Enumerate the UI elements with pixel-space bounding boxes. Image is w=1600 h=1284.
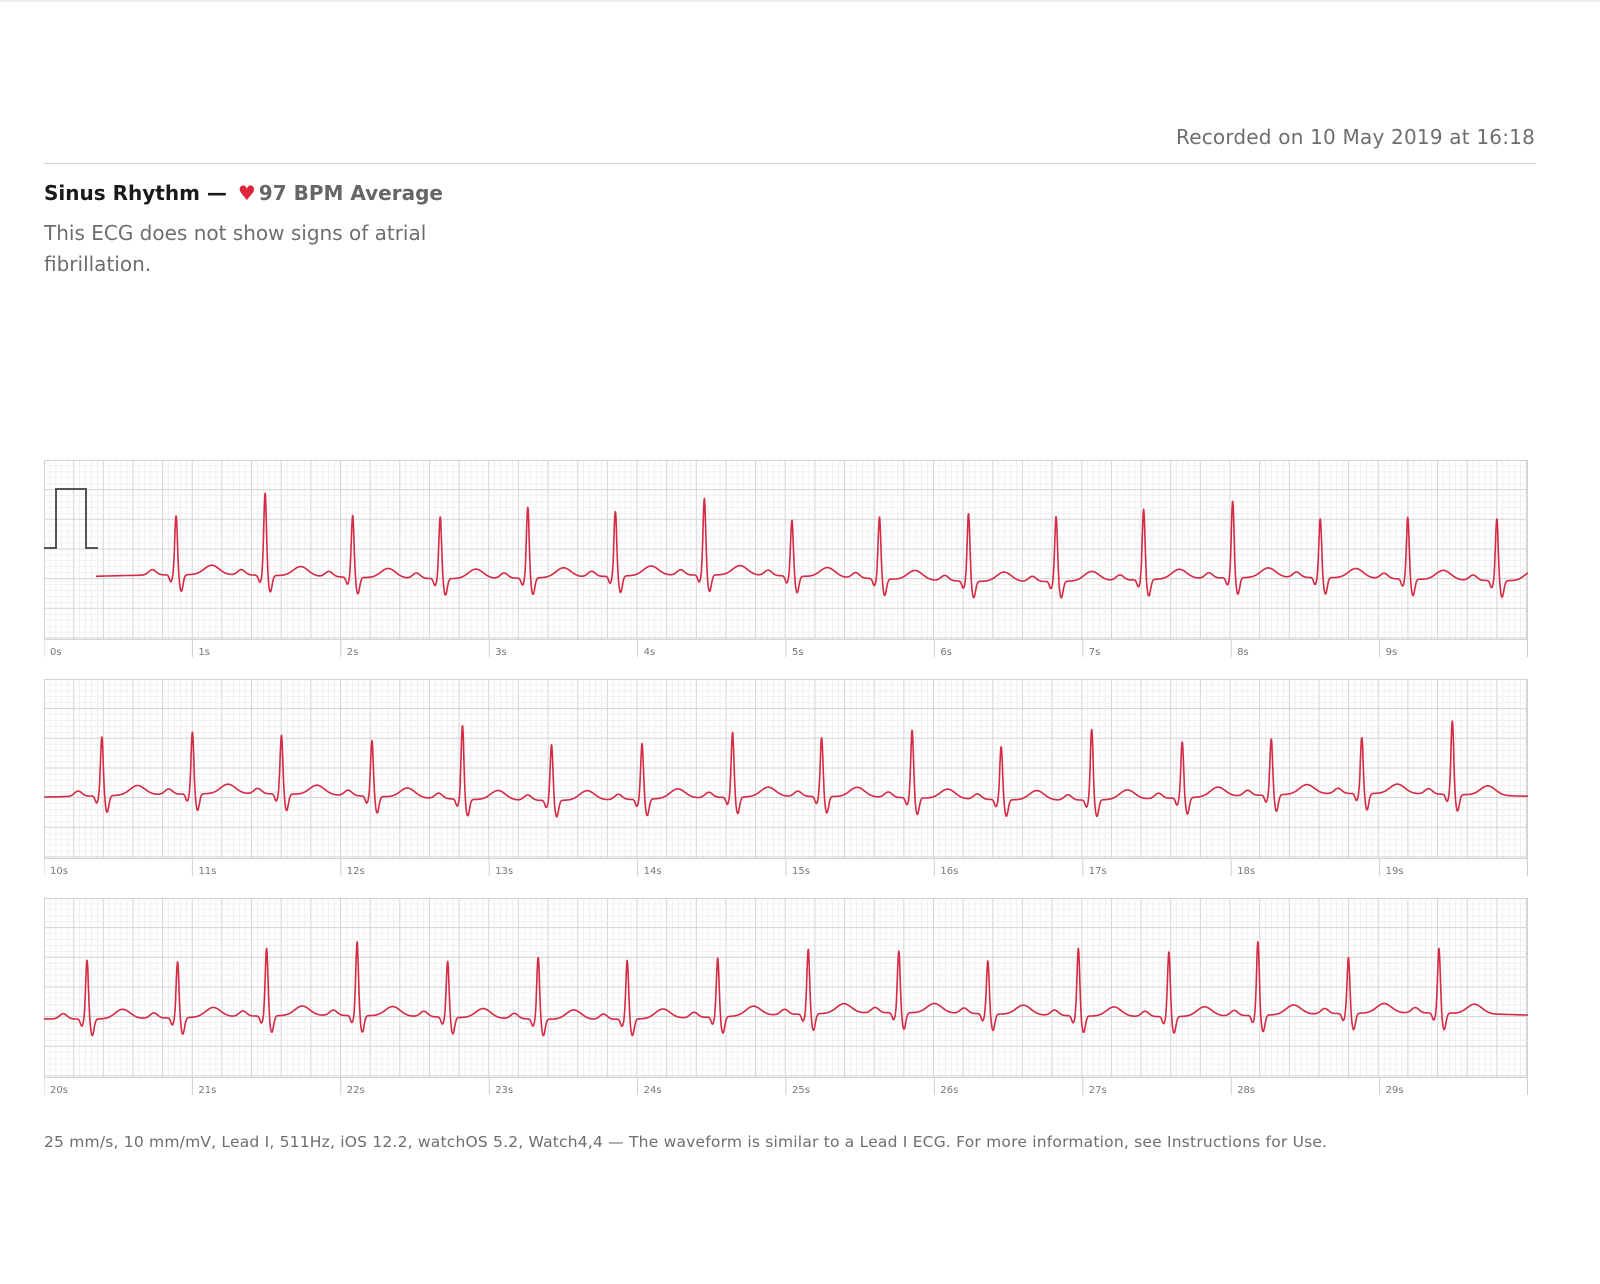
ecg-trace	[44, 941, 1528, 1037]
top-border	[0, 0, 1600, 2]
ecg-strip-1-chart: 0s 1s 2s 3s 4s 5s 6s 7s 8s 9s	[44, 460, 1528, 658]
time-tick-label: 20s	[50, 1085, 68, 1096]
average-bpm: 97 BPM Average	[258, 181, 443, 205]
ecg-strip-3: 20s 21s 22s 23s 24s 25s 26s 27s 28s 29s	[44, 898, 1528, 1098]
time-tick-label: 24s	[644, 1085, 662, 1096]
time-tick-label: 6s	[940, 647, 952, 658]
time-tick-label: 23s	[495, 1085, 513, 1096]
ecg-trace	[95, 492, 1528, 599]
ecg-strip-1: 0s 1s 2s 3s 4s 5s 6s 7s 8s 9s	[44, 460, 1528, 660]
time-tick-label: 7s	[1089, 647, 1101, 658]
header-divider	[44, 163, 1536, 164]
rhythm-description: This ECG does not show signs of atrial f…	[44, 221, 427, 276]
ecg-grid	[44, 460, 1528, 640]
time-tick-label: 9s	[1386, 647, 1398, 658]
rhythm-classification: Sinus Rhythm —	[44, 181, 227, 205]
time-tick-label: 13s	[495, 866, 513, 877]
time-tick-label: 4s	[644, 647, 656, 658]
rhythm-headline: Sinus Rhythm — ♥ 97 BPM Average	[44, 181, 443, 205]
ecg-strip-2: 10s 11s 12s 13s 14s 15s 16s 17s 18s 19s	[44, 679, 1528, 879]
time-tick-label: 15s	[792, 866, 810, 877]
time-tick-label: 8s	[1237, 647, 1249, 658]
time-tick-label: 5s	[792, 647, 804, 658]
time-tick-label: 28s	[1237, 1085, 1255, 1096]
ecg-grid	[44, 679, 1528, 859]
heart-icon: ♥	[237, 181, 256, 205]
time-tick-label: 12s	[347, 866, 365, 877]
time-tick-label: 22s	[347, 1085, 365, 1096]
time-tick-label: 29s	[1386, 1085, 1404, 1096]
time-tick-label: 26s	[940, 1085, 958, 1096]
time-tick-label: 1s	[198, 647, 210, 658]
ecg-grid	[44, 898, 1528, 1078]
time-tick-label: 14s	[644, 866, 662, 877]
calibration-pulse	[44, 488, 98, 549]
time-tick-label: 16s	[940, 866, 958, 877]
ecg-strip-2-chart: 10s 11s 12s 13s 14s 15s 16s 17s 18s 19s	[44, 679, 1528, 877]
time-tick-label: 0s	[50, 647, 62, 658]
ecg-trace	[44, 720, 1528, 818]
time-tick-label: 2s	[347, 647, 359, 658]
time-tick-label: 10s	[50, 866, 68, 877]
time-tick-label: 18s	[1237, 866, 1255, 877]
time-tick-label: 11s	[198, 866, 216, 877]
time-tick-label: 17s	[1089, 866, 1107, 877]
time-tick-label: 21s	[198, 1085, 216, 1096]
time-tick-label: 25s	[792, 1085, 810, 1096]
recorded-timestamp: Recorded on 10 May 2019 at 16:18	[1176, 125, 1535, 149]
time-tick-label: 19s	[1386, 866, 1404, 877]
ecg-strip-3-chart: 20s 21s 22s 23s 24s 25s 26s 27s 28s 29s	[44, 898, 1528, 1096]
recording-details: 25 mm/s, 10 mm/mV, Lead I, 511Hz, iOS 12…	[44, 1133, 1328, 1151]
time-tick-label: 27s	[1089, 1085, 1107, 1096]
time-tick-label: 3s	[495, 647, 507, 658]
